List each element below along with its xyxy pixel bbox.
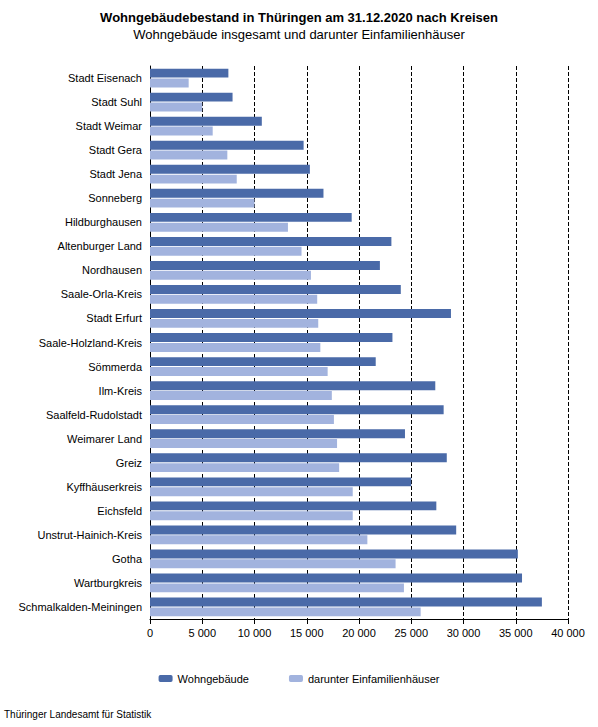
svg-text:Wohngebäude: Wohngebäude (178, 673, 249, 685)
svg-text:0: 0 (147, 627, 153, 639)
svg-text:15 000: 15 000 (290, 627, 324, 639)
svg-text:Weimarer Land: Weimarer Land (67, 433, 142, 445)
svg-text:35 000: 35 000 (499, 627, 533, 639)
svg-text:Altenburger Land: Altenburger Land (58, 240, 142, 252)
svg-text:Greiz: Greiz (116, 457, 142, 469)
svg-text:Hildburghausen: Hildburghausen (65, 216, 142, 228)
svg-text:Stadt Suhl: Stadt Suhl (91, 96, 142, 108)
svg-text:5 000: 5 000 (188, 627, 216, 639)
svg-text:Kyffhäuserkreis: Kyffhäuserkreis (66, 481, 142, 493)
svg-text:Sonneberg: Sonneberg (88, 192, 142, 204)
svg-text:Stadt Gera: Stadt Gera (89, 144, 143, 156)
svg-text:Sömmerda: Sömmerda (88, 361, 143, 373)
svg-text:Saalfeld-Rudolstadt: Saalfeld-Rudolstadt (46, 409, 142, 421)
svg-text:Eichsfeld: Eichsfeld (97, 505, 142, 517)
svg-text:Gotha: Gotha (112, 553, 143, 565)
svg-text:Unstrut-Hainich-Kreis: Unstrut-Hainich-Kreis (37, 529, 142, 541)
svg-text:40 000: 40 000 (551, 627, 585, 639)
svg-text:Schmalkalden-Meiningen: Schmalkalden-Meiningen (18, 601, 142, 613)
svg-text:Ilm-Kreis: Ilm-Kreis (99, 385, 143, 397)
svg-text:Saale-Orla-Kreis: Saale-Orla-Kreis (61, 288, 143, 300)
svg-text:darunter Einfamilienhäuser: darunter Einfamilienhäuser (308, 673, 440, 685)
svg-text:25 000: 25 000 (394, 627, 428, 639)
svg-text:Stadt Erfurt: Stadt Erfurt (86, 312, 142, 324)
svg-text:10 000: 10 000 (238, 627, 272, 639)
svg-text:20 000: 20 000 (342, 627, 376, 639)
svg-text:Stadt Jena: Stadt Jena (89, 168, 142, 180)
svg-text:30 000: 30 000 (447, 627, 481, 639)
svg-text:Stadt Eisenach: Stadt Eisenach (68, 72, 142, 84)
svg-text:Wohngebäudebestand in Thüringe: Wohngebäudebestand in Thüringen am 31.12… (100, 10, 498, 25)
svg-text:Wohngebäude insgesamt und daru: Wohngebäude insgesamt und darunter Einfa… (133, 27, 465, 42)
svg-text:Stadt Weimar: Stadt Weimar (76, 120, 143, 132)
svg-text:Thüringer Landesamt für Statis: Thüringer Landesamt für Statistik (4, 709, 152, 720)
svg-text:Saale-Holzland-Kreis: Saale-Holzland-Kreis (39, 337, 143, 349)
svg-text:Nordhausen: Nordhausen (82, 264, 142, 276)
svg-text:Wartburgkreis: Wartburgkreis (74, 577, 143, 589)
